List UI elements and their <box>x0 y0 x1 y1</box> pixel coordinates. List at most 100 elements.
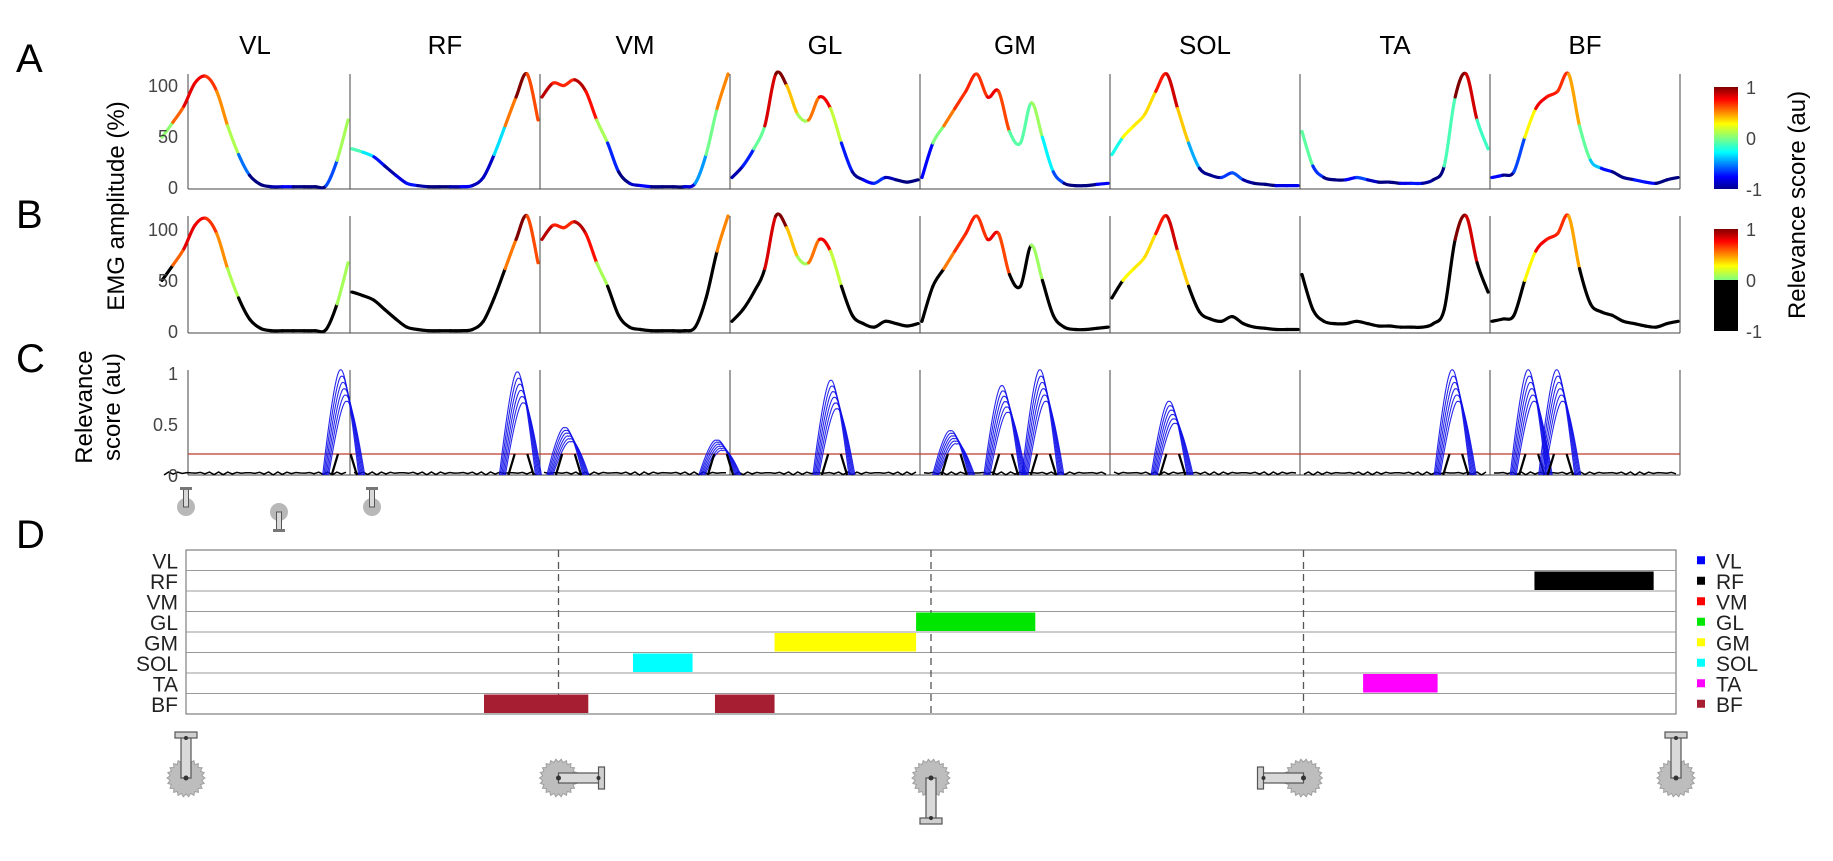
emg-curve-segment-ta <box>1387 324 1403 329</box>
emg-curve-segment-bf <box>1556 213 1571 236</box>
emg-curve-segment-gm <box>942 249 957 271</box>
colorbar-b-lower <box>1714 280 1738 331</box>
relevance-peak-gm <box>932 430 970 476</box>
emg-curve-segment-gm <box>1018 101 1033 145</box>
timeline-row-label-gl: GL <box>150 612 178 635</box>
timeline-row-label-rf: RF <box>150 571 178 594</box>
emg-curve-segment-gm <box>1084 182 1099 188</box>
emg-curve-segment-gl <box>817 95 833 111</box>
emg-curve-segment-gm <box>953 232 968 253</box>
emg-curve-segment-bf <box>1534 95 1549 111</box>
relevance-peak-vm <box>549 435 588 476</box>
emg-curve-segment-gm <box>1084 326 1099 332</box>
emg-curve-segment-vl <box>247 317 263 330</box>
emg-curve-segment-sol <box>1154 214 1169 236</box>
relevance-peak-rf <box>500 377 538 476</box>
emg-curve-segment-gm <box>1051 313 1066 329</box>
crank-icon-small-2 <box>270 503 288 532</box>
emg-curve-segment-rf <box>405 325 420 332</box>
relevance-peak-rf <box>501 383 539 476</box>
emg-curve-segment-vm <box>693 152 708 185</box>
y-axis-label-relevance-line2: score (au) <box>99 353 126 461</box>
emg-curve-segment-rf <box>503 95 518 128</box>
emg-curve-segment-ta <box>1366 322 1381 328</box>
relevance-peak-gm <box>986 401 1025 476</box>
relevance-peak-ta <box>1433 369 1471 476</box>
emg-curve-segment-rf <box>394 173 409 185</box>
panel-letter-c: C <box>16 337 45 381</box>
emg-curve-segment-gl <box>828 249 843 288</box>
colorbar-a-tick-1: 1 <box>1746 78 1756 98</box>
emg-curve-segment-gl <box>894 322 909 328</box>
relevance-peak-vm <box>699 441 737 476</box>
relevance-peak-sol <box>1150 400 1188 476</box>
relevance-peak-base-rf <box>507 453 535 476</box>
emg-curve-segment-gm <box>1029 101 1044 139</box>
relevance-peak-bf <box>1544 400 1582 476</box>
relevance-peak-rf <box>504 402 542 476</box>
relevance-peak-sol <box>1156 422 1194 476</box>
emg-curve-segment-gl <box>730 164 745 180</box>
relevance-peak-gm <box>936 440 974 476</box>
emg-curve-segment-gl <box>774 70 789 88</box>
muscle-header-ta: TA <box>1379 30 1411 60</box>
emg-curve-segment-vm <box>693 296 708 329</box>
relevance-peak-base-ta <box>1442 453 1470 476</box>
emg-curve-segment-rf <box>459 184 474 189</box>
emg-curve-segment-sol <box>1132 112 1147 128</box>
relevance-peak-gl <box>812 379 850 476</box>
relevance-baseline-vl <box>163 471 347 476</box>
emg-curve-segment-sol <box>1187 141 1202 170</box>
emg-curve-segment-gl <box>839 284 854 317</box>
legend-label-sol: SOL <box>1716 653 1758 676</box>
emg-curve-segment-bf <box>1577 267 1593 306</box>
emg-curve-segment-bf <box>1599 166 1614 174</box>
relevance-peak-base-gl <box>820 453 849 476</box>
relevance-peak-gm <box>983 385 1021 476</box>
relevance-peak-vl <box>323 375 361 476</box>
relevance-peak-base-vm <box>554 453 583 476</box>
relevance-peak-sol <box>1154 414 1192 476</box>
relevance-peak-base-vm <box>706 453 735 476</box>
emg-curve-segment-rf <box>361 294 376 302</box>
emg-curve-segment-ta <box>1464 214 1479 265</box>
emg-curve-segment-ta <box>1442 237 1457 312</box>
emg-curve-segment-sol <box>1252 325 1267 330</box>
y-axis-label-relevance-line1: Relevance <box>71 350 98 463</box>
emg-curve-segment-sol <box>1143 89 1158 116</box>
emg-curve-segment-bf <box>1643 180 1658 185</box>
emg-curve-segment-vl <box>226 124 241 157</box>
muscle-header-vm: VM <box>616 30 655 60</box>
emg-curve-segment-gm <box>975 214 990 241</box>
emg-curve-segment-sol <box>1219 315 1234 323</box>
emg-curve-segment-rf <box>394 317 409 329</box>
emg-curve-segment-gm <box>1095 325 1110 330</box>
emg-curve-segment-rf <box>459 327 474 333</box>
legend-label-rf: RF <box>1716 571 1744 594</box>
emg-curve-segment-gm <box>931 267 946 288</box>
emg-curve-segment-gl <box>752 267 767 294</box>
muscle-header-rf: RF <box>428 30 463 60</box>
emg-curve-segment-ta <box>1322 175 1337 182</box>
emg-curve-segment-vl <box>247 173 263 186</box>
legend-swatch-ta <box>1697 679 1705 688</box>
relevance-peak-ta <box>1436 382 1474 476</box>
emg-curve-segment-ta <box>1355 319 1370 326</box>
emg-curve-segment-rf <box>481 152 496 180</box>
emg-curve-segment-sol <box>1208 173 1223 180</box>
emg-curve-segment-vm <box>627 325 643 332</box>
relevance-peak-base-bf <box>1546 453 1574 476</box>
emg-curve-segment-bf <box>1545 232 1560 241</box>
emg-curve-segment-bf <box>1490 317 1505 323</box>
relevance-peak-sol <box>1151 405 1189 476</box>
panel-a-y-ticks: 100 50 0 <box>148 76 178 198</box>
emg-curve-segment-bf <box>1567 214 1582 271</box>
relevance-peak-bf <box>1541 388 1579 476</box>
emg-curve-segment-bf <box>1556 71 1571 93</box>
emg-curve-segment-vl <box>324 302 339 332</box>
emg-curve-segment-bf <box>1621 319 1636 326</box>
emg-curve-segment-rf <box>416 184 431 189</box>
emg-curve-segment-rf <box>514 71 529 99</box>
emg-curve-segment-bf <box>1577 124 1593 162</box>
emg-curve-segment-gl <box>741 290 756 312</box>
